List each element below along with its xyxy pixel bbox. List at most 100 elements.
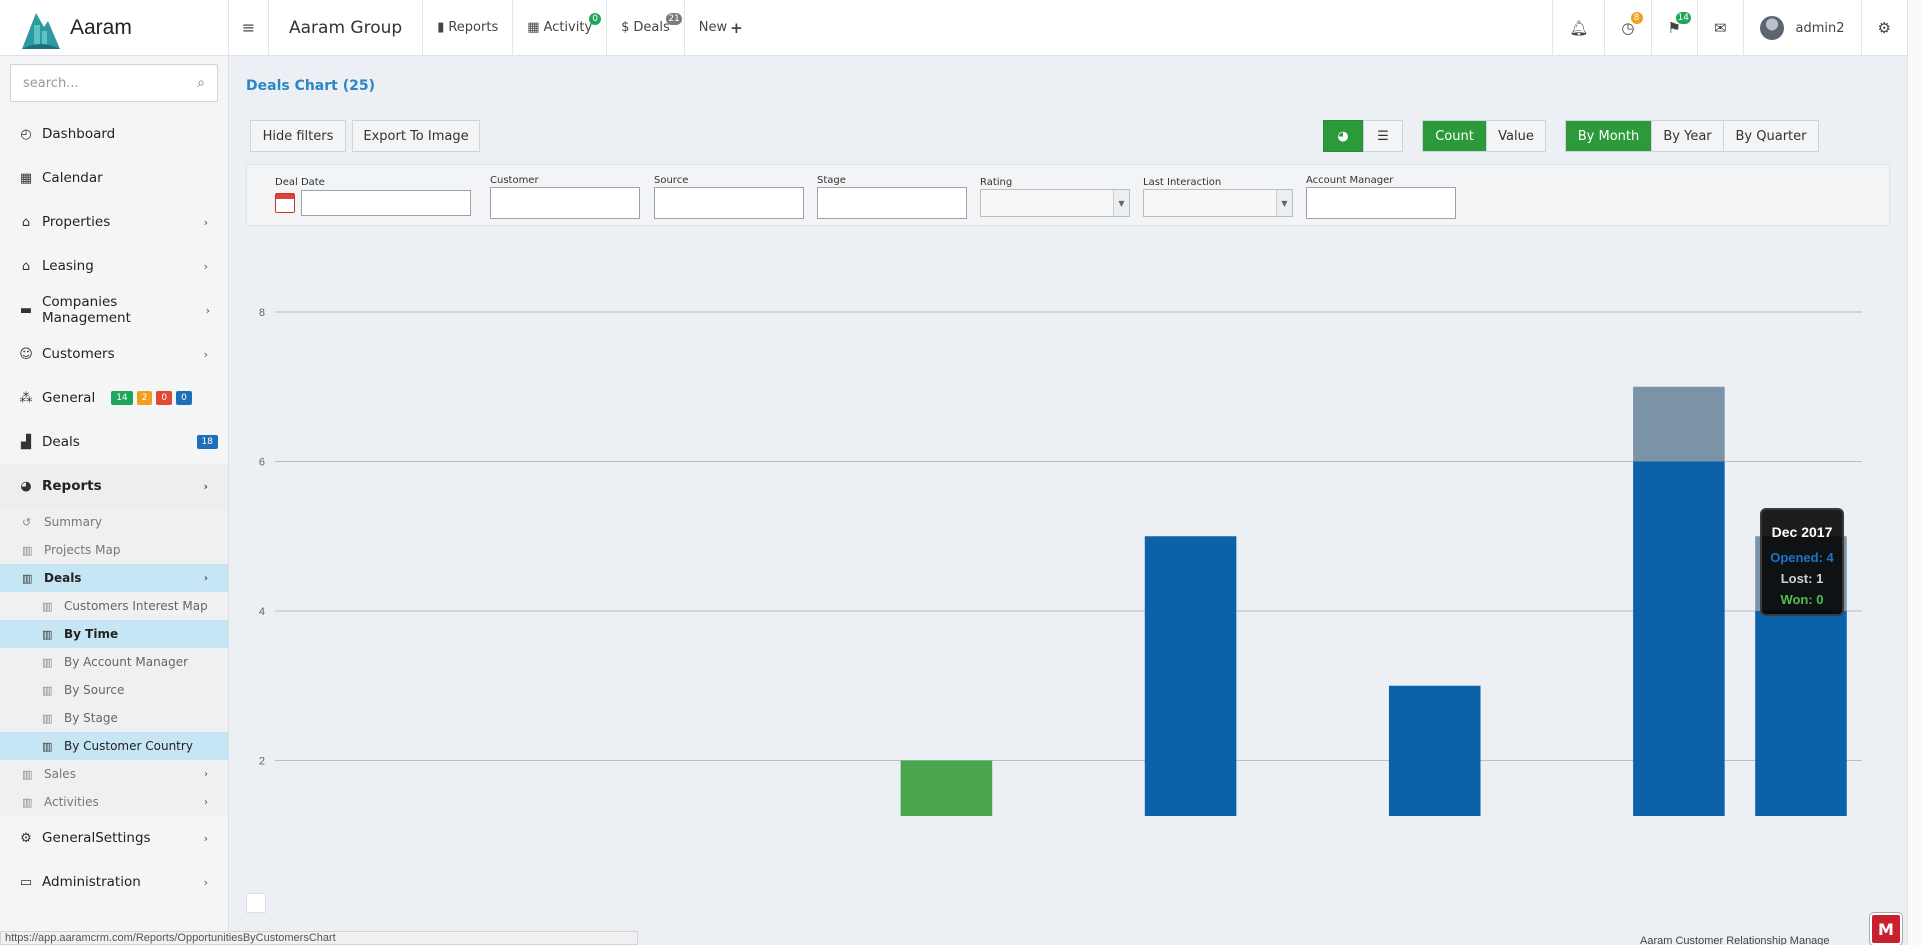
- list-view-icon[interactable]: ☰: [1363, 120, 1403, 152]
- gear-icon: ⚙: [20, 830, 32, 846]
- page-title: Deals Chart (25): [246, 78, 376, 94]
- chart-svg: 02468Dec 2016Jan 2017Feb 2017Mar 2017Apr…: [259, 307, 1862, 937]
- sidebar-item-administration[interactable]: ▭ Administration ›: [0, 860, 228, 904]
- top-new-label: New: [698, 20, 728, 35]
- sidebar-item-label: Sales: [44, 767, 76, 781]
- user-menu[interactable]: admin2: [1742, 0, 1861, 56]
- map-icon: ▥: [42, 599, 53, 613]
- y-tick-label: 8: [259, 307, 265, 319]
- chevron-right-icon: ›: [205, 303, 210, 317]
- by-quarter-button[interactable]: By Quarter: [1724, 121, 1818, 151]
- sidebar-item-label: Deals: [44, 571, 82, 585]
- sidebar-item-label: Properties: [42, 214, 111, 230]
- sidebar-item-dashboard[interactable]: ◴ Dashboard: [0, 112, 228, 156]
- search-input[interactable]: [23, 75, 198, 91]
- chevron-right-icon: ›: [203, 479, 208, 493]
- sidebar-item-companies[interactable]: ▬ Companies Management ›: [0, 288, 228, 332]
- sidebar-item-deals-reports[interactable]: ▥ Deals ›: [0, 564, 228, 592]
- account-manager-input[interactable]: [1306, 187, 1456, 219]
- chart-legend-toggle[interactable]: [246, 893, 266, 913]
- hide-filters-button[interactable]: Hide filters: [250, 120, 346, 152]
- menu-toggle-icon[interactable]: ≡: [229, 0, 269, 56]
- company-group[interactable]: Aaram Group: [269, 0, 424, 56]
- bar-chart-icon: ▥: [42, 711, 53, 725]
- y-tick-label: 6: [259, 457, 265, 469]
- rating-select[interactable]: ▼: [980, 189, 1130, 217]
- sidebar-item-leasing[interactable]: ⌂ Leasing ›: [0, 244, 228, 288]
- sidebar-item-properties[interactable]: ⌂ Properties ›: [0, 200, 228, 244]
- vertical-scrollbar[interactable]: [1907, 0, 1921, 945]
- calendar-picker-icon[interactable]: [275, 193, 295, 213]
- bar-opened: [1633, 461, 1725, 910]
- chevron-right-icon: ›: [203, 572, 208, 584]
- area-chart-icon: ▟: [21, 434, 31, 450]
- sidebar-item-label: Administration: [42, 874, 141, 890]
- sidebar-item-by-customer-country[interactable]: ▥ By Customer Country: [0, 732, 228, 760]
- bar-chart-icon: ▥: [22, 795, 33, 809]
- chevron-right-icon: ›: [203, 875, 208, 889]
- top-reports-link[interactable]: ▮ Reports: [423, 0, 514, 56]
- flag-icon[interactable]: ⚑ 14: [1650, 0, 1697, 56]
- status-badge: 14: [111, 391, 133, 405]
- sidebar-item-by-time[interactable]: ▥ By Time: [0, 620, 228, 648]
- sidebar-item-label: By Time: [64, 627, 119, 641]
- brand[interactable]: Aaram: [0, 0, 229, 56]
- source-input[interactable]: [654, 187, 804, 219]
- measure-toggle: Count Value: [1422, 120, 1546, 152]
- sidebar-item-summary[interactable]: ↺ Summary: [0, 508, 228, 536]
- by-year-button[interactable]: By Year: [1652, 121, 1724, 151]
- count-button[interactable]: Count: [1423, 121, 1487, 151]
- bell-icon[interactable]: 🔔︎: [1552, 0, 1604, 56]
- chevron-right-icon: ›: [203, 215, 208, 229]
- top-activity-link[interactable]: ▦ Activity 0: [513, 0, 608, 56]
- search-icon[interactable]: ⌕: [197, 75, 205, 91]
- envelope-icon[interactable]: ✉: [1696, 0, 1743, 56]
- sidebar-item-label: By Source: [64, 683, 125, 697]
- pie-chart-toggle-icon[interactable]: ◕: [1323, 120, 1363, 152]
- top-deals-link[interactable]: $ Deals 21: [607, 0, 685, 56]
- sidebar-item-activities[interactable]: ▥ Activities ›: [0, 788, 228, 816]
- chevron-down-icon: ▼: [1276, 190, 1292, 216]
- by-month-button[interactable]: By Month: [1566, 121, 1652, 151]
- home-icon: ⌂: [21, 214, 31, 230]
- history-icon: ↺: [22, 515, 32, 529]
- value-button[interactable]: Value: [1487, 121, 1545, 151]
- pie-chart-icon: ◕: [20, 478, 32, 494]
- sidebar-item-projects-map[interactable]: ▥ Projects Map: [0, 536, 228, 564]
- status-badge: 0: [176, 391, 192, 405]
- top-navbar: Aaram ≡ Aaram Group ▮ Reports ▦ Activity…: [0, 0, 1921, 56]
- sidebar-item-general-settings[interactable]: ⚙ GeneralSettings ›: [0, 816, 228, 860]
- sidebar-item-label: Activities: [44, 795, 99, 809]
- stage-input[interactable]: [817, 187, 967, 219]
- sidebar: ⌕ ◴ Dashboard ▦ Calendar ⌂ Properties › …: [0, 56, 229, 945]
- sidebar-item-label: Deals: [42, 434, 80, 450]
- security-shield-icon[interactable]: M: [1870, 913, 1902, 945]
- sidebar-item-label: Customers: [42, 346, 115, 362]
- export-image-button[interactable]: Export To Image: [352, 120, 480, 152]
- sidebar-item-deals[interactable]: ▟ Deals 18: [0, 420, 228, 464]
- sidebar-item-reports[interactable]: ◕ Reports ›: [0, 464, 228, 508]
- settings-gear-icon[interactable]: ⚙: [1860, 0, 1907, 56]
- period-toggle: By Month By Year By Quarter: [1565, 120, 1819, 152]
- sidebar-item-calendar[interactable]: ▦ Calendar: [0, 156, 228, 200]
- top-new-link[interactable]: New +: [685, 0, 757, 56]
- deal-date-input[interactable]: [301, 190, 471, 216]
- clock-icon[interactable]: ◷ 8: [1604, 0, 1650, 56]
- customer-input[interactable]: [490, 187, 640, 219]
- last-interaction-select[interactable]: ▼: [1143, 189, 1293, 217]
- sidebar-item-by-account-manager[interactable]: ▥ By Account Manager: [0, 648, 228, 676]
- sidebar-item-by-stage[interactable]: ▥ By Stage: [0, 704, 228, 732]
- sidebar-item-by-source[interactable]: ▥ By Source: [0, 676, 228, 704]
- sidebar-item-general[interactable]: ⁂ General 14 2 0 0: [0, 376, 228, 420]
- status-url: https://app.aaramcrm.com/Reports/Opportu…: [0, 931, 638, 945]
- sidebar-item-label: Dashboard: [42, 126, 116, 142]
- sidebar-item-label: Companies Management: [41, 294, 131, 326]
- sidebar-item-sales[interactable]: ▥ Sales ›: [0, 760, 228, 788]
- sidebar-item-customers[interactable]: ☺ Customers ›: [0, 332, 228, 376]
- sidebar-item-customers-interest-map[interactable]: ▥ Customers Interest Map: [0, 592, 228, 620]
- source-label: Source: [654, 175, 689, 186]
- bar-opened: [1755, 611, 1847, 910]
- bar-chart-icon: ▥: [42, 627, 53, 641]
- user-name: admin2: [1795, 20, 1845, 36]
- sidebar-item-label: Customers Interest Map: [64, 599, 208, 613]
